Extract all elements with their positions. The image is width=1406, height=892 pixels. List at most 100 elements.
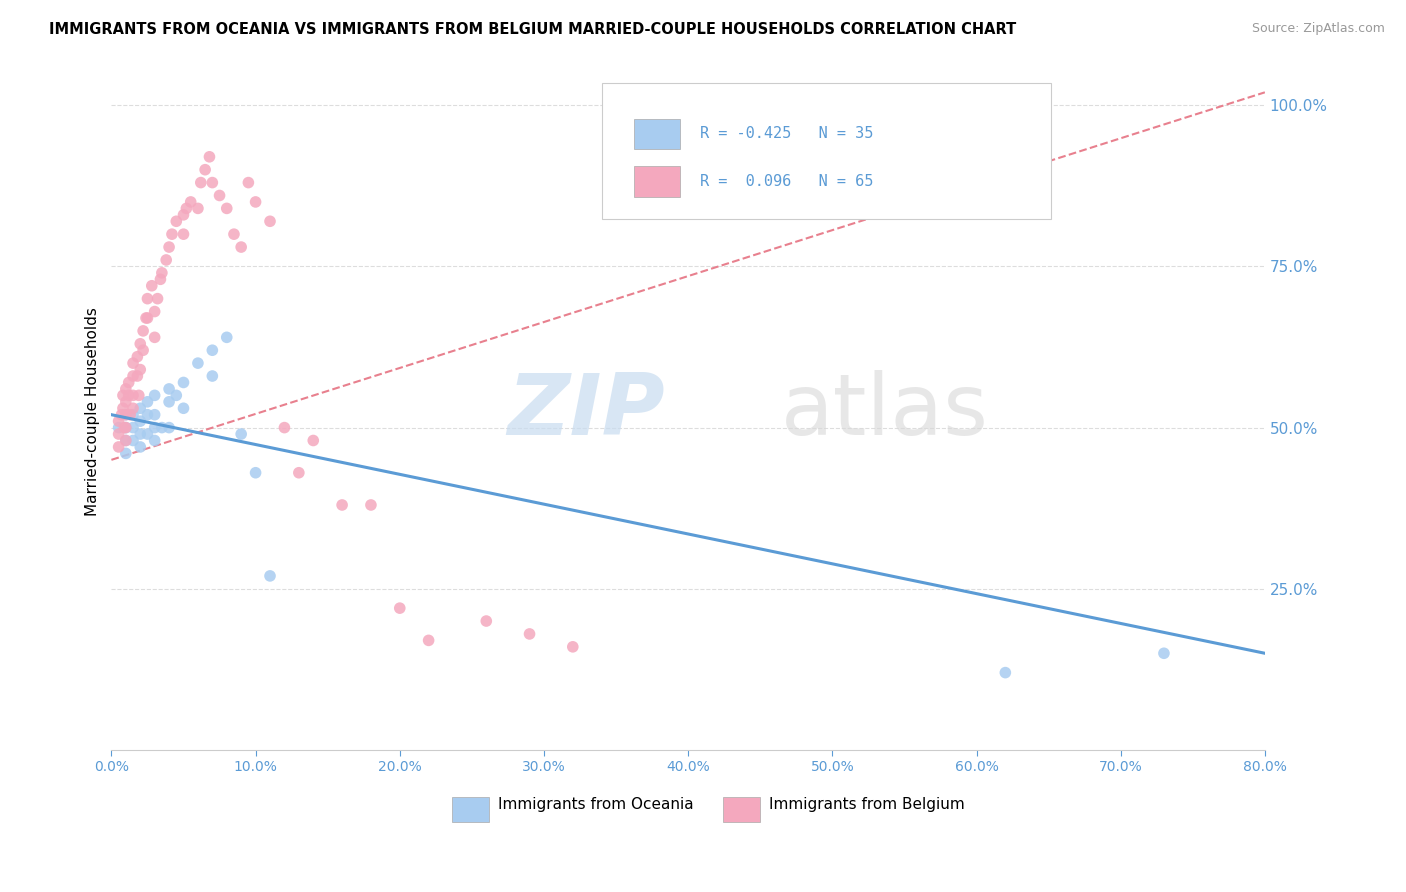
Point — [114, 434, 136, 448]
Point — [129, 362, 152, 376]
Text: Source: ZipAtlas.com: Source: ZipAtlas.com — [1251, 22, 1385, 36]
Text: Immigrants from Belgium: Immigrants from Belgium — [769, 797, 965, 812]
Point — [165, 214, 187, 228]
Point — [120, 408, 142, 422]
Point — [114, 408, 136, 422]
FancyBboxPatch shape — [602, 83, 1052, 219]
Point — [135, 310, 157, 325]
Point — [141, 278, 163, 293]
Point — [122, 434, 145, 448]
Point — [110, 408, 132, 422]
Point — [215, 330, 238, 344]
Point — [198, 150, 221, 164]
Point — [994, 665, 1017, 680]
Text: atlas: atlas — [780, 370, 988, 453]
Text: R = -0.425   N = 35: R = -0.425 N = 35 — [700, 127, 873, 142]
Point — [127, 350, 149, 364]
Point — [245, 194, 267, 209]
Point — [245, 466, 267, 480]
Y-axis label: Married-couple Households: Married-couple Households — [86, 307, 100, 516]
Point — [259, 569, 281, 583]
Point — [165, 388, 187, 402]
Point — [107, 427, 129, 442]
Text: IMMIGRANTS FROM OCEANIA VS IMMIGRANTS FROM BELGIUM MARRIED-COUPLE HOUSEHOLDS COR: IMMIGRANTS FROM OCEANIA VS IMMIGRANTS FR… — [49, 22, 1017, 37]
Point — [136, 408, 159, 422]
Point — [127, 369, 149, 384]
Point — [129, 440, 152, 454]
Point — [208, 188, 231, 202]
Point — [238, 176, 260, 190]
Point — [201, 343, 224, 358]
Point — [114, 446, 136, 460]
Point — [122, 369, 145, 384]
Point — [143, 330, 166, 344]
Point — [143, 388, 166, 402]
Point — [112, 420, 135, 434]
Point — [215, 202, 238, 216]
Point — [111, 401, 134, 416]
Point — [475, 614, 498, 628]
Point — [143, 304, 166, 318]
Point — [114, 420, 136, 434]
Point — [114, 382, 136, 396]
Point — [201, 369, 224, 384]
Point — [114, 420, 136, 434]
Point — [330, 498, 353, 512]
Point — [146, 292, 169, 306]
Point — [114, 408, 136, 422]
Point — [519, 627, 541, 641]
Point — [173, 227, 195, 242]
Point — [160, 227, 183, 242]
Point — [122, 388, 145, 402]
Point — [1153, 646, 1175, 660]
Text: R =  0.096   N = 65: R = 0.096 N = 65 — [700, 174, 873, 189]
Point — [129, 427, 152, 442]
Point — [157, 420, 180, 434]
Point — [143, 434, 166, 448]
Text: Immigrants from Oceania: Immigrants from Oceania — [498, 797, 693, 812]
FancyBboxPatch shape — [451, 797, 489, 822]
Point — [190, 176, 212, 190]
Point — [173, 401, 195, 416]
Point — [111, 388, 134, 402]
Point — [129, 414, 152, 428]
FancyBboxPatch shape — [723, 797, 759, 822]
Point — [136, 310, 159, 325]
Point — [273, 420, 295, 434]
Point — [180, 194, 202, 209]
Point — [302, 434, 325, 448]
Point — [118, 388, 141, 402]
Point — [155, 252, 177, 267]
Point — [222, 227, 245, 242]
Point — [122, 408, 145, 422]
Point — [231, 240, 253, 254]
Point — [176, 202, 198, 216]
Point — [201, 176, 224, 190]
Point — [136, 394, 159, 409]
Text: ZIP: ZIP — [508, 370, 665, 453]
Point — [128, 388, 150, 402]
FancyBboxPatch shape — [634, 119, 681, 149]
Point — [132, 343, 155, 358]
Point — [259, 214, 281, 228]
Point — [122, 420, 145, 434]
Point — [288, 466, 311, 480]
Point — [143, 408, 166, 422]
Point — [157, 382, 180, 396]
Point — [114, 434, 136, 448]
Point — [360, 498, 382, 512]
Point — [173, 376, 195, 390]
Point — [157, 240, 180, 254]
Point — [157, 394, 180, 409]
Point — [114, 394, 136, 409]
Point — [136, 292, 159, 306]
Point — [143, 420, 166, 434]
Point — [107, 420, 129, 434]
Point — [418, 633, 440, 648]
Point — [187, 356, 209, 370]
Point — [187, 202, 209, 216]
Point — [122, 401, 145, 416]
Point — [129, 401, 152, 416]
Point — [107, 414, 129, 428]
Point — [129, 336, 152, 351]
